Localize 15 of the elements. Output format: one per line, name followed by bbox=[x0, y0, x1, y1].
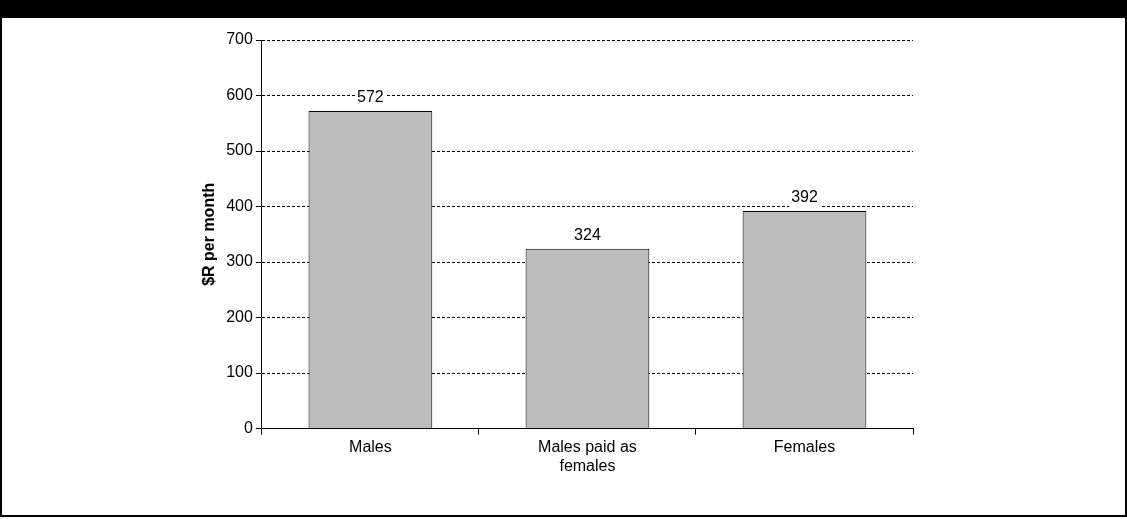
x-tick-label: Males bbox=[349, 437, 392, 455]
x-tick-label: Males paid as females bbox=[538, 437, 637, 474]
y-tick-label: 700 bbox=[226, 30, 253, 48]
y-tick-label: 400 bbox=[226, 196, 253, 214]
data-label: 392 bbox=[791, 188, 818, 206]
y-tick-label: 100 bbox=[226, 363, 253, 381]
y-tick-label: 200 bbox=[226, 307, 253, 325]
data-label: 324 bbox=[574, 226, 601, 244]
y-tick-label: 300 bbox=[226, 252, 253, 270]
y-tick-label: 600 bbox=[226, 85, 253, 103]
y-tick-label: 500 bbox=[226, 141, 253, 159]
y-tick-label: 0 bbox=[243, 419, 253, 437]
data-label: 572 bbox=[357, 88, 384, 106]
y-axis-title: $R per month bbox=[200, 182, 218, 286]
x-tick-label: Females bbox=[773, 437, 836, 455]
